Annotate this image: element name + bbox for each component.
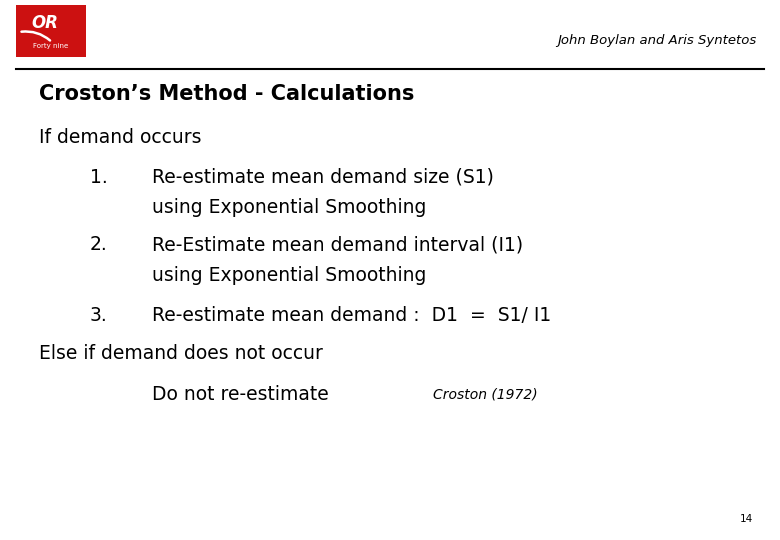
Text: 14: 14 bbox=[739, 514, 753, 524]
Text: Re-estimate mean demand size (S1): Re-estimate mean demand size (S1) bbox=[152, 167, 494, 187]
Text: Croston (1972): Croston (1972) bbox=[433, 387, 537, 401]
Text: Re-Estimate mean demand interval (I1): Re-Estimate mean demand interval (I1) bbox=[152, 235, 523, 254]
FancyBboxPatch shape bbox=[16, 5, 86, 57]
Text: using Exponential Smoothing: using Exponential Smoothing bbox=[152, 266, 427, 285]
Text: using Exponential Smoothing: using Exponential Smoothing bbox=[152, 198, 427, 218]
Text: Else if demand does not occur: Else if demand does not occur bbox=[39, 344, 323, 363]
Text: Croston’s Method - Calculations: Croston’s Method - Calculations bbox=[39, 84, 414, 104]
Text: John Boylan and Aris Syntetos: John Boylan and Aris Syntetos bbox=[558, 34, 757, 47]
Text: OR: OR bbox=[32, 15, 58, 32]
Text: Re-estimate mean demand :  D1  =  S1/ I1: Re-estimate mean demand : D1 = S1/ I1 bbox=[152, 306, 551, 326]
Text: 2.: 2. bbox=[90, 235, 108, 254]
Text: 3.: 3. bbox=[90, 306, 108, 326]
Text: Do not re-estimate: Do not re-estimate bbox=[152, 384, 329, 404]
FancyArrowPatch shape bbox=[22, 31, 50, 40]
Text: Forty nine: Forty nine bbox=[33, 43, 69, 50]
Text: 1.: 1. bbox=[90, 167, 108, 187]
Text: If demand occurs: If demand occurs bbox=[39, 128, 201, 147]
